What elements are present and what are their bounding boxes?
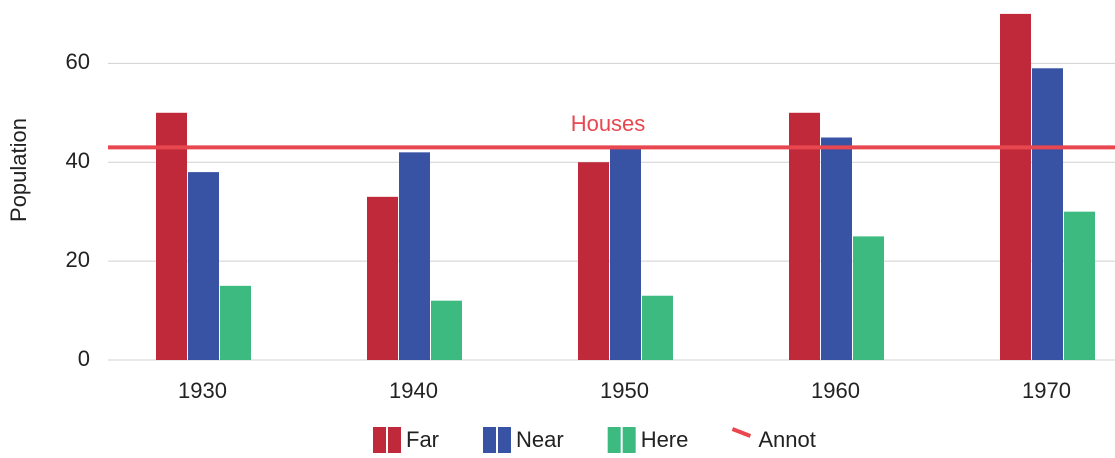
bar (789, 112, 820, 361)
bar (399, 152, 430, 360)
bar (220, 285, 251, 360)
y-tick-label: 40 (66, 148, 90, 173)
legend-swatch (373, 427, 386, 453)
legend-swatch (483, 427, 496, 453)
bar (1032, 68, 1063, 361)
x-tick-label: 1930 (178, 378, 227, 403)
y-tick-label: 20 (66, 247, 90, 272)
legend-swatch (388, 427, 401, 453)
bar (156, 112, 187, 361)
legend-swatch (622, 427, 636, 453)
legend-swatch (498, 427, 511, 453)
legend-swatch (607, 427, 621, 453)
legend-swatch (731, 427, 752, 438)
reference-label: Houses (571, 111, 646, 136)
y-axis-label: Population (6, 118, 31, 222)
bar (642, 295, 673, 360)
y-tick-label: 0 (78, 346, 90, 371)
bar (853, 236, 884, 360)
legend-label: Here (641, 427, 689, 452)
legend-label: Near (516, 427, 564, 452)
y-tick-label: 60 (66, 49, 90, 74)
x-tick-label: 1960 (811, 378, 860, 403)
x-tick-label: 1970 (1022, 378, 1071, 403)
legend-label: Far (406, 427, 439, 452)
bar (367, 196, 398, 360)
bar (431, 300, 462, 360)
bar (610, 147, 641, 360)
x-tick-label: 1940 (389, 378, 438, 403)
legend-label: Annot (758, 427, 816, 452)
bar (1000, 13, 1031, 361)
bar (1064, 211, 1095, 360)
x-tick-label: 1950 (600, 378, 649, 403)
bar (578, 162, 609, 360)
bar (821, 137, 852, 360)
bar (188, 172, 219, 360)
